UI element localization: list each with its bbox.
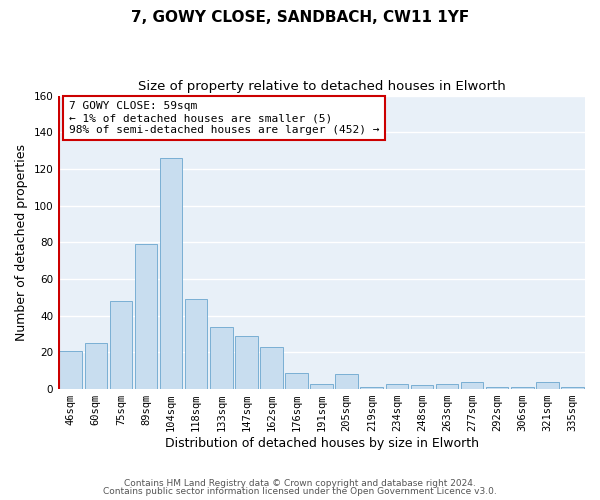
Bar <box>561 387 584 389</box>
Bar <box>335 374 358 389</box>
Bar <box>486 387 508 389</box>
X-axis label: Distribution of detached houses by size in Elworth: Distribution of detached houses by size … <box>164 437 479 450</box>
Bar <box>210 326 233 389</box>
Bar <box>536 382 559 389</box>
Bar <box>386 384 408 389</box>
Bar <box>285 372 308 389</box>
Text: 7, GOWY CLOSE, SANDBACH, CW11 1YF: 7, GOWY CLOSE, SANDBACH, CW11 1YF <box>131 10 469 25</box>
Text: Contains public sector information licensed under the Open Government Licence v3: Contains public sector information licen… <box>103 487 497 496</box>
Bar <box>260 347 283 389</box>
Text: 7 GOWY CLOSE: 59sqm
← 1% of detached houses are smaller (5)
98% of semi-detached: 7 GOWY CLOSE: 59sqm ← 1% of detached hou… <box>69 102 379 134</box>
Bar <box>361 387 383 389</box>
Bar <box>160 158 182 389</box>
Bar <box>235 336 257 389</box>
Title: Size of property relative to detached houses in Elworth: Size of property relative to detached ho… <box>138 80 505 93</box>
Bar <box>511 387 533 389</box>
Bar <box>134 244 157 389</box>
Bar <box>310 384 333 389</box>
Text: Contains HM Land Registry data © Crown copyright and database right 2024.: Contains HM Land Registry data © Crown c… <box>124 478 476 488</box>
Bar <box>461 382 484 389</box>
Y-axis label: Number of detached properties: Number of detached properties <box>15 144 28 341</box>
Bar <box>59 350 82 389</box>
Bar <box>185 299 208 389</box>
Bar <box>436 384 458 389</box>
Bar <box>110 301 132 389</box>
Bar <box>410 386 433 389</box>
Bar <box>85 343 107 389</box>
